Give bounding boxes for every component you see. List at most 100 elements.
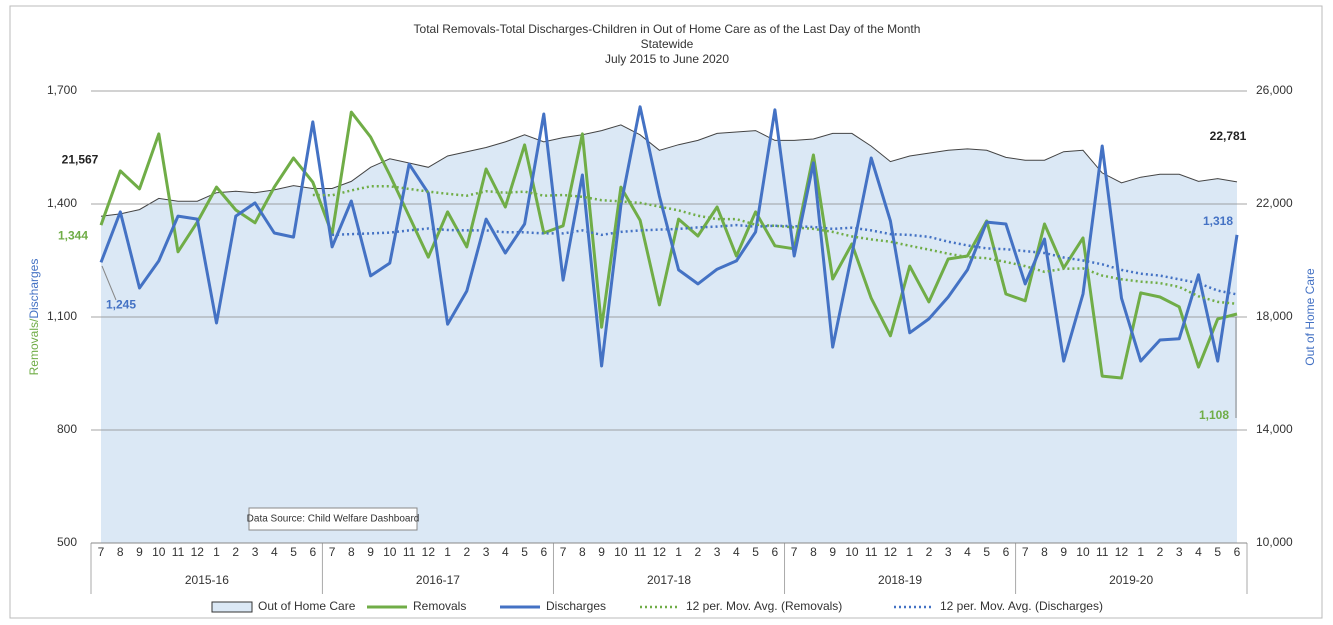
x-tick-label: 2 <box>926 545 933 559</box>
x-tick-label: 5 <box>521 545 528 559</box>
y2-tick-label: 10,000 <box>1256 535 1293 549</box>
x-tick-label: 4 <box>271 545 278 559</box>
x-tick-label: 11 <box>403 545 416 559</box>
x-tick-label: 12 <box>653 545 667 559</box>
x-tick-label: 12 <box>191 545 205 559</box>
y-tick-label: 800 <box>57 422 77 436</box>
line <box>99 110 1238 380</box>
x-tick-label: 3 <box>714 545 721 559</box>
x-tick-label: 9 <box>367 545 374 559</box>
x-tick-label: 7 <box>98 545 105 559</box>
data-label: 22,781 <box>1210 129 1247 143</box>
y-tick-label: 1,100 <box>47 309 77 323</box>
x-tick-label: 2 <box>695 545 702 559</box>
x-tick-label: 8 <box>1041 545 1048 559</box>
x-tick-label: 12 <box>422 545 436 559</box>
x-tick-label: 3 <box>945 545 952 559</box>
x-tick-label: 4 <box>964 545 971 559</box>
x-tick-label: 9 <box>829 545 836 559</box>
y-axis-label: Removals/Discharges <box>27 259 41 376</box>
annotation: Data Source: Child Welfare Dashboard <box>247 514 420 525</box>
x-tick-label: 11 <box>634 545 647 559</box>
x-tick-label: 1 <box>213 545 220 559</box>
x-tick-label: 4 <box>502 545 509 559</box>
y2-tick-label: 26,000 <box>1256 83 1293 97</box>
x-tick-label: 12 <box>884 545 898 559</box>
data-label: 1,245 <box>106 298 136 312</box>
y-tick-label: 500 <box>57 535 77 549</box>
x-tick-label: 5 <box>290 545 297 559</box>
x-tick-label: 6 <box>772 545 779 559</box>
data-label: 1,318 <box>1203 214 1233 228</box>
x-tick-label: 7 <box>560 545 567 559</box>
x-group-label: 2016-17 <box>416 573 460 587</box>
x-tick-label: 10 <box>1076 545 1090 559</box>
x-tick-label: 11 <box>865 545 878 559</box>
x-tick-label: 6 <box>1003 545 1010 559</box>
line <box>99 105 1239 368</box>
annotation-box <box>248 507 418 531</box>
legend-label: Out of Home Care <box>258 599 356 613</box>
x-tick-label: 10 <box>845 545 859 559</box>
x-tick-label: 2 <box>463 545 470 559</box>
x-tick-label: 3 <box>252 545 259 559</box>
data-label: 1,344 <box>58 228 88 242</box>
y-label-part: Discharges <box>27 259 41 319</box>
x-tick-label: 6 <box>1234 545 1241 559</box>
data-label: 1,108 <box>1199 408 1229 422</box>
y-label-part: Removals/ <box>27 318 41 375</box>
x-group-label: 2018-19 <box>878 573 922 587</box>
x-tick-label: 1 <box>906 545 913 559</box>
x-tick-label: 3 <box>483 545 490 559</box>
y2-tick-label: 14,000 <box>1256 422 1293 436</box>
x-tick-label: 7 <box>1022 545 1029 559</box>
x-tick-label: 8 <box>117 545 124 559</box>
x-tick-label: 2 <box>232 545 239 559</box>
x-tick-label: 11 <box>172 545 185 559</box>
chart-title: Total Removals-Total Discharges-Children… <box>414 22 921 36</box>
x-tick-label: 12 <box>1115 545 1129 559</box>
x-tick-label: 5 <box>1214 545 1221 559</box>
area <box>101 124 1237 544</box>
chart-date-range: July 2015 to June 2020 <box>605 52 729 66</box>
area-outline <box>100 124 1238 217</box>
moving-average-line <box>332 223 1238 296</box>
x-tick-label: 5 <box>983 545 990 559</box>
x-tick-label: 4 <box>733 545 740 559</box>
chart-subtitle: Statewide <box>641 37 694 51</box>
x-tick-label: 3 <box>1176 545 1183 559</box>
x-tick-label: 1 <box>1137 545 1144 559</box>
x-tick-label: 2 <box>1157 545 1164 559</box>
x-tick-label: 1 <box>444 545 451 559</box>
moving-average-line <box>312 185 1238 306</box>
x-tick-label: 5 <box>752 545 759 559</box>
x-group-label: 2017-18 <box>647 573 691 587</box>
x-tick-label: 7 <box>329 545 336 559</box>
x-tick-label: 8 <box>810 545 817 559</box>
leader-line <box>101 265 117 301</box>
x-tick-label: 10 <box>152 545 166 559</box>
x-tick-label: 6 <box>541 545 548 559</box>
y-tick-label: 1,400 <box>47 196 77 210</box>
x-tick-label: 10 <box>614 545 628 559</box>
legend-label: 12 per. Mov. Avg. (Discharges) <box>940 599 1103 613</box>
data-label: 21,567 <box>62 152 99 166</box>
x-tick-label: 9 <box>1060 545 1067 559</box>
y2-tick-label: 18,000 <box>1256 309 1293 323</box>
legend-label: Removals <box>413 599 466 613</box>
x-tick-label: 6 <box>309 545 316 559</box>
y2-tick-label: 22,000 <box>1256 196 1293 210</box>
x-group-label: 2019-20 <box>1109 573 1153 587</box>
x-tick-label: 10 <box>383 545 397 559</box>
legend-label: Discharges <box>546 599 606 613</box>
x-tick-label: 7 <box>791 545 798 559</box>
x-tick-label: 9 <box>598 545 605 559</box>
x-tick-label: 9 <box>136 545 143 559</box>
x-tick-label: 4 <box>1195 545 1202 559</box>
x-tick-label: 1 <box>675 545 682 559</box>
x-tick-label: 8 <box>579 545 586 559</box>
x-tick-label: 11 <box>1096 545 1109 559</box>
y2-axis-label: Out of Home Care <box>1303 268 1317 366</box>
legend-swatch <box>211 601 253 613</box>
